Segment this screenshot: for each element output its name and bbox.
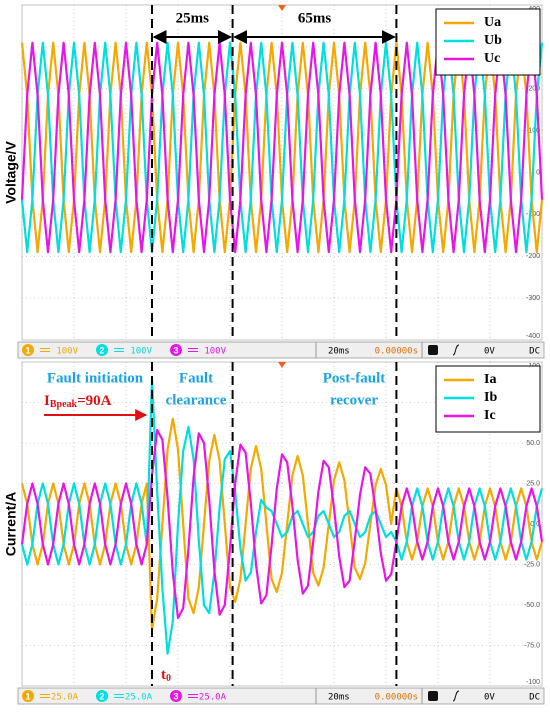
legend-label: Ua	[484, 15, 501, 30]
y-tick-label: -50.0	[524, 602, 540, 609]
trigger-icon	[428, 345, 438, 355]
trigger-level: 0V	[484, 693, 495, 703]
channel-scale: 25.0A	[125, 693, 153, 703]
status-bar	[17, 687, 545, 705]
legend-label: Ic	[484, 408, 496, 423]
legend-label: Uc	[484, 51, 500, 66]
trigger-marker	[278, 362, 286, 368]
y-tick-label: -75.0	[524, 642, 540, 649]
channel-scale: 100V	[130, 347, 152, 357]
channel-number: 2	[99, 345, 104, 355]
legend-label: Ia	[484, 372, 496, 387]
annotation: 25ms	[176, 10, 209, 26]
current-annotations: Fault initiation IBpeak=90A Fault cleara…	[44, 370, 385, 684]
channel-number: 1	[25, 691, 30, 701]
annotation-part: =90A	[77, 393, 112, 409]
y-tick-label: -200	[526, 253, 540, 260]
y-tick-label: 0	[536, 169, 540, 176]
channel-scale: 100V	[204, 347, 226, 357]
waveform	[20, 377, 544, 655]
channel-badge	[22, 344, 34, 356]
channel-number: 3	[173, 345, 178, 355]
annotation: Post-fault	[323, 370, 386, 386]
annotation: 65ms	[298, 10, 331, 26]
channel-badge	[170, 690, 182, 702]
trigger-slope-icon	[452, 690, 460, 702]
annotation-part: I	[44, 393, 50, 409]
annotation-part: Bpeak	[50, 399, 78, 410]
trigger-icon	[428, 691, 438, 701]
channel-badge	[96, 690, 108, 702]
annotation-bg	[168, 10, 217, 26]
channel-badge	[22, 690, 34, 702]
y-tick-label: -100	[526, 679, 540, 686]
annotation: Fault initiation	[47, 370, 144, 386]
coupling: DC	[529, 693, 540, 703]
annotation-part: 0	[166, 673, 171, 684]
trigger-slope-icon	[452, 344, 460, 356]
coupling: DC	[529, 347, 540, 357]
channel-number: 3	[173, 691, 178, 701]
delay: 0.00000s	[375, 347, 418, 357]
annotation-bg	[290, 10, 339, 26]
annotation: recover	[330, 392, 378, 408]
timebase: 20ms	[328, 693, 350, 703]
y-tick-label: -400	[526, 333, 540, 340]
channel-scale: 25.0A	[51, 693, 79, 703]
annotation-part: t	[161, 667, 166, 683]
y-tick-label: 25.0	[526, 480, 540, 487]
annotation: Fault	[179, 370, 213, 386]
channel-scale: 25.0A	[199, 693, 227, 703]
trigger-marker	[278, 5, 286, 11]
legend-label: Ub	[484, 33, 502, 48]
annotation: clearance	[166, 392, 227, 408]
channel-badge	[96, 344, 108, 356]
waveform	[20, 417, 544, 631]
timebase: 20ms	[328, 347, 350, 357]
waveform	[20, 41, 544, 254]
y-tick-label: 200	[528, 86, 540, 93]
channel-number: 1	[25, 345, 30, 355]
waveform	[20, 428, 544, 620]
annotation: t0	[161, 667, 171, 684]
y-tick-label: -25.0	[524, 561, 540, 568]
y-axis-title: Voltage/V	[3, 140, 19, 203]
trigger-level: 0V	[484, 347, 495, 357]
y-tick-label: -300	[526, 295, 540, 302]
annotation: IBpeak=90A	[44, 393, 112, 410]
y-axis-title: Current/A	[3, 492, 19, 557]
legend-label: Ib	[484, 390, 497, 405]
channel-scale: 100V	[56, 347, 78, 357]
channel-badge	[170, 344, 182, 356]
status-bar	[17, 341, 545, 359]
delay: 0.00000s	[375, 693, 418, 703]
channel-number: 2	[99, 691, 104, 701]
y-tick-label: 50.0	[526, 440, 540, 447]
